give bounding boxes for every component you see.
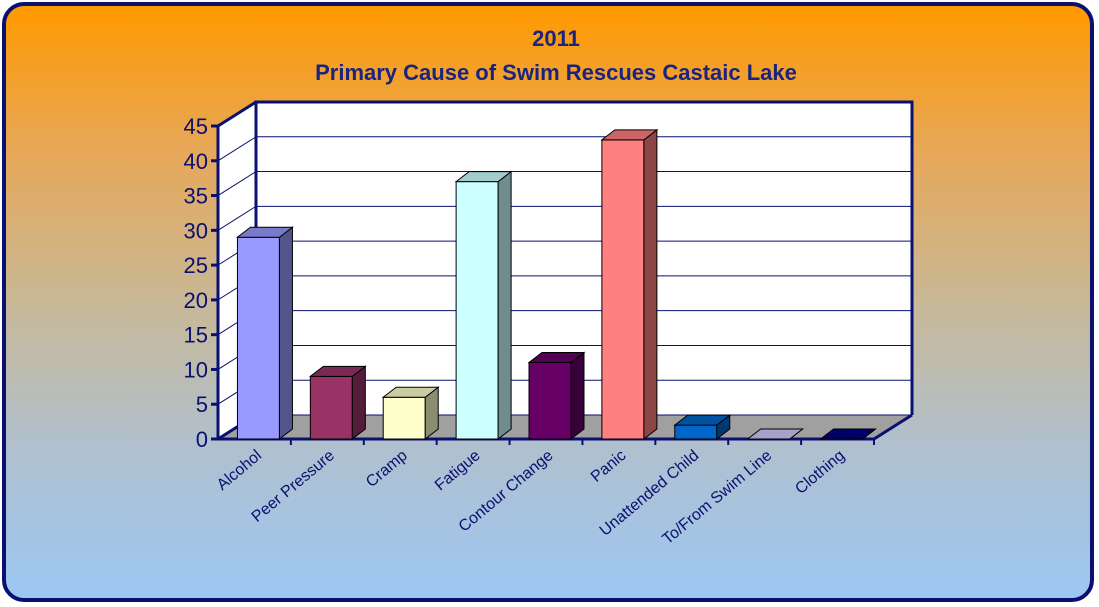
y-tick-label: 10	[184, 357, 208, 382]
bar-top	[527, 351, 586, 363]
x-tick-label: Alcohol	[214, 447, 265, 494]
bar-top	[600, 129, 659, 141]
bar-top	[746, 428, 805, 440]
x-tick-label: Fatigue	[432, 447, 484, 494]
chart-title: 2011	[532, 26, 580, 51]
y-tick-label: 35	[184, 184, 208, 209]
bar	[309, 375, 353, 440]
bar-chart: 2011 Primary Cause of Swim Rescues Casta…	[184, 26, 914, 548]
y-tick-label: 5	[196, 392, 208, 417]
bar	[236, 236, 280, 440]
y-tick-label: 25	[184, 253, 208, 278]
bar	[455, 181, 499, 440]
bar-top	[381, 386, 440, 398]
y-tick-label: 20	[184, 288, 208, 313]
x-tick-label: Cramp	[363, 447, 411, 491]
x-tick-label: Clothing	[792, 447, 848, 498]
y-tick-label: 45	[184, 114, 208, 139]
bar	[528, 361, 572, 440]
bar-top	[819, 428, 878, 440]
bar	[674, 424, 718, 440]
bar-side	[570, 351, 585, 441]
y-tick-label: 15	[184, 323, 208, 348]
plot-frame-edge	[217, 100, 257, 128]
bar-top	[308, 365, 367, 377]
bar-side	[278, 226, 293, 441]
bar	[382, 396, 426, 440]
y-tick-label: 30	[184, 218, 208, 243]
bar-top	[454, 171, 513, 183]
x-tick-label: Panic	[588, 447, 630, 486]
bar-side	[497, 170, 512, 441]
bar-top	[673, 414, 732, 426]
bar-side	[643, 128, 658, 441]
bar	[601, 139, 645, 440]
bar-side	[351, 365, 366, 441]
bar-top	[235, 226, 294, 238]
chart-subtitle: Primary Cause of Swim Rescues Castaic La…	[315, 60, 797, 85]
y-tick-label: 40	[184, 149, 208, 174]
y-tick-label: 0	[196, 427, 208, 452]
back-wall	[256, 102, 912, 415]
